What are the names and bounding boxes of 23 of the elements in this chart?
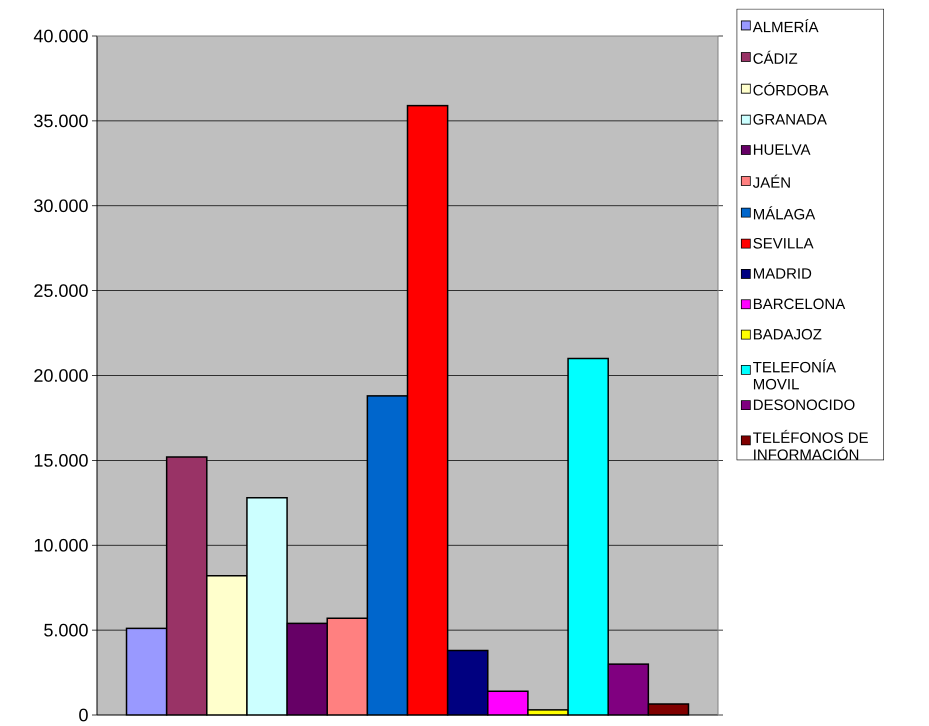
legend-label: CÓRDOBA [753, 82, 829, 96]
legend-label: CÁDIZ [753, 50, 798, 64]
y-tick-label: 0 [79, 708, 88, 722]
legend-label: TELEFONÍA MOVIL [753, 359, 836, 390]
legend-label: TELÉFONOS DE INFORMACIÓN [753, 430, 868, 460]
legend-label: MADRID [754, 268, 812, 279]
legend-label: BADAJOZ [754, 328, 822, 340]
y-tick-label: 40.000 [34, 30, 88, 42]
legend-label: MÁLAGA [754, 206, 816, 220]
legend-label: HUELVA [754, 144, 810, 155]
y-tick-label: 30.000 [34, 199, 88, 212]
y-tick-label: 20.000 [34, 369, 88, 382]
legend-label: BARCELONA [754, 298, 846, 310]
y-tick-label: 5.000 [44, 624, 88, 636]
legend-label: SEVILLA [753, 238, 814, 249]
legend-label: GRANADA [753, 114, 827, 125]
y-tick-label: 25.000 [34, 284, 88, 297]
legend-label: ALMERÍA [752, 19, 819, 32]
y-tick-label: 35.000 [34, 114, 88, 128]
legend-label: DESONOCIDO [754, 399, 855, 410]
legend-label: JAÉN [752, 174, 790, 188]
y-tick-label: 15.000 [34, 454, 88, 467]
y-tick-label: 10.000 [34, 538, 88, 552]
